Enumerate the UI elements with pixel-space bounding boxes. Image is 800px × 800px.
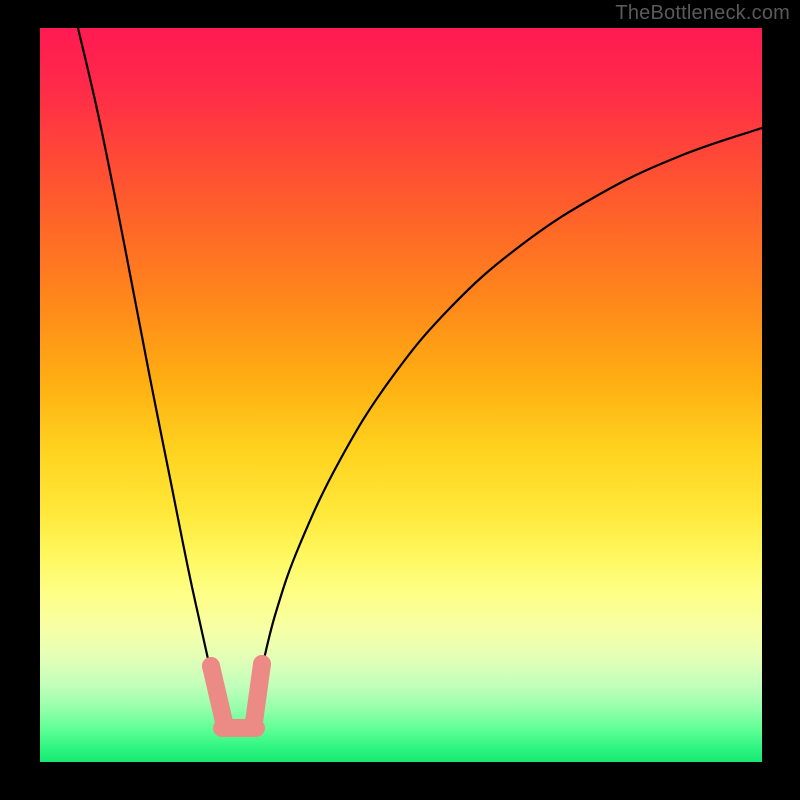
salmon-cap-tl: [202, 657, 220, 675]
curve-layer: [40, 28, 762, 762]
watermark-text: TheBottleneck.com: [615, 2, 790, 25]
plot-area: [40, 28, 762, 762]
salmon-U-marker: [202, 655, 271, 731]
salmon-cap-bl: [215, 713, 233, 731]
bottleneck-curve-right: [262, 128, 762, 668]
salmon-cap-tr: [253, 655, 271, 673]
bottleneck-curve-left: [78, 28, 210, 668]
salmon-cap-br: [245, 713, 263, 731]
